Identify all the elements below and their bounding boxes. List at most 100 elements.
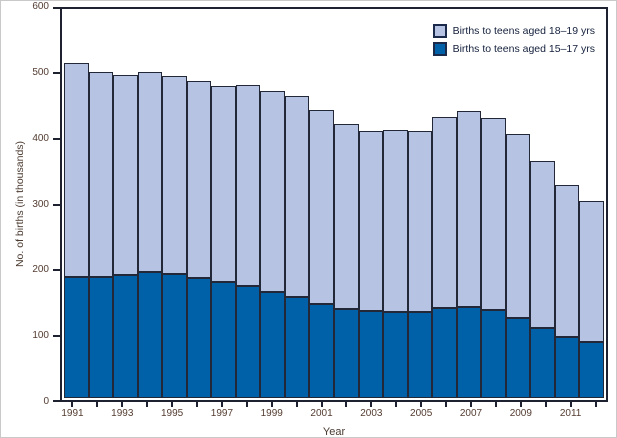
legend-item-15-17: Births to teens aged 15–17 yrs [432, 42, 595, 56]
x-tick-label-1997: 1997 [210, 408, 234, 419]
segment-18-19-1999 [260, 91, 285, 293]
x-tick-label-1999: 1999 [260, 408, 283, 419]
x-tick-mark-1996 [196, 402, 198, 407]
segment-15-17-1995 [162, 273, 187, 398]
y-tick-label-500: 500 [32, 66, 49, 78]
x-tick-mark-2011 [569, 402, 572, 407]
y-tick-label-200: 200 [32, 264, 49, 276]
x-tick-mark-1999 [270, 402, 273, 407]
segment-15-17-1999 [260, 292, 285, 398]
segment-15-17-1993 [113, 275, 138, 398]
x-tick-mark-2008 [494, 402, 497, 407]
x-tick-mark-2005 [420, 402, 423, 407]
segment-15-17-1991 [64, 276, 89, 398]
x-tick-label-2007: 2007 [459, 408, 483, 419]
x-tick-mark-2009 [519, 402, 522, 407]
legend-label: Births to teens aged 15–17 yrs [452, 43, 595, 55]
x-tick-mark-2010 [544, 402, 547, 407]
bar-1998 [235, 11, 261, 398]
x-tick-mark-1997 [220, 402, 223, 407]
y-tick-mark-400 [53, 137, 60, 140]
bar-1999 [260, 11, 285, 398]
x-tick-label-1991: 1991 [61, 408, 84, 419]
x-tick-label-2005: 2005 [410, 408, 433, 419]
segment-15-17-2004 [383, 312, 408, 398]
segment-15-17-2010 [530, 327, 555, 398]
segment-15-17-1997 [211, 281, 236, 398]
bar-1994 [137, 11, 163, 398]
x-tick-mark-1998 [245, 402, 248, 407]
y-tick-mark-600 [53, 7, 60, 9]
segment-18-19-1998 [235, 85, 261, 287]
bar-1996 [186, 11, 212, 398]
x-tick-mark-2007 [470, 402, 472, 407]
segment-18-19-1994 [137, 71, 163, 273]
bar-2002 [334, 11, 359, 398]
legend-label: Births to teens aged 18–19 yrs [452, 25, 595, 37]
segment-15-17-1996 [186, 278, 212, 398]
segment-15-17-2005 [407, 312, 433, 398]
bar-2006 [432, 11, 457, 398]
segment-18-19-2003 [358, 130, 384, 312]
y-tick-mark-200 [53, 269, 60, 272]
bar-1995 [162, 11, 187, 398]
bar-2012 [579, 11, 605, 398]
y-tick-mark-0 [53, 400, 60, 402]
segment-18-19-2000 [284, 95, 310, 297]
x-tick-mark-2012 [594, 402, 597, 407]
y-axis-title: No. of births (in thousands) [14, 140, 26, 268]
segment-18-19-2002 [334, 123, 359, 309]
x-tick-mark-1994 [146, 402, 149, 407]
legend-swatch-icon [432, 42, 447, 56]
segment-18-19-2001 [309, 110, 335, 305]
segment-18-19-2009 [505, 133, 531, 318]
x-tick-label-2011: 2011 [559, 408, 582, 419]
segment-18-19-1997 [211, 86, 236, 282]
bar-2010 [530, 11, 555, 398]
x-tick-label-2003: 2003 [360, 408, 383, 419]
bar-2003 [358, 11, 384, 398]
bar-2008 [481, 11, 506, 398]
segment-18-19-1996 [186, 80, 212, 279]
segment-15-17-2007 [456, 307, 482, 398]
x-tick-label-1993: 1993 [111, 408, 134, 419]
x-tick-mark-2002 [345, 402, 348, 407]
bar-2007 [456, 11, 482, 398]
plot-frame: Births to teens aged 18–19 yrs Births to … [60, 7, 608, 402]
x-tick-label-1995: 1995 [160, 408, 184, 419]
y-tick-label-600: 600 [32, 1, 49, 12]
segment-15-17-2008 [481, 310, 506, 398]
legend-item-18-19: Births to teens aged 18–19 yrs [432, 24, 595, 38]
segment-18-19-1992 [88, 72, 114, 278]
bar-2005 [407, 11, 433, 398]
segment-15-17-2006 [432, 308, 457, 398]
segment-18-19-2007 [456, 111, 482, 308]
segment-18-19-2004 [383, 130, 408, 313]
bar-2009 [505, 11, 531, 398]
segment-15-17-1992 [88, 277, 114, 398]
segment-15-17-1994 [137, 272, 163, 398]
segment-15-17-2000 [284, 296, 310, 398]
segment-18-19-2010 [530, 160, 555, 328]
y-tick-label-100: 100 [32, 330, 49, 342]
x-tick-label-2001: 2001 [310, 408, 333, 419]
x-tick-mark-2006 [445, 402, 448, 407]
segment-18-19-2006 [432, 117, 457, 309]
x-axis-title: Year [322, 426, 346, 438]
segment-15-17-1998 [235, 286, 261, 398]
y-tick-label-400: 400 [32, 132, 49, 144]
segment-15-17-2011 [554, 337, 580, 398]
bar-1991 [64, 11, 89, 398]
plot-area: Births to teens aged 18–19 yrs Births to … [14, 2, 608, 437]
segment-15-17-2003 [358, 311, 384, 398]
y-tick-mark-500 [53, 71, 60, 74]
segment-18-19-1995 [162, 75, 187, 274]
bars-container [64, 11, 605, 398]
x-tick-mark-1993 [121, 402, 124, 407]
y-tick-mark-100 [53, 335, 60, 338]
y-tick-mark-300 [53, 203, 60, 206]
bar-1992 [88, 11, 114, 398]
segment-18-19-2005 [407, 130, 433, 313]
x-tick-mark-2003 [370, 402, 373, 407]
